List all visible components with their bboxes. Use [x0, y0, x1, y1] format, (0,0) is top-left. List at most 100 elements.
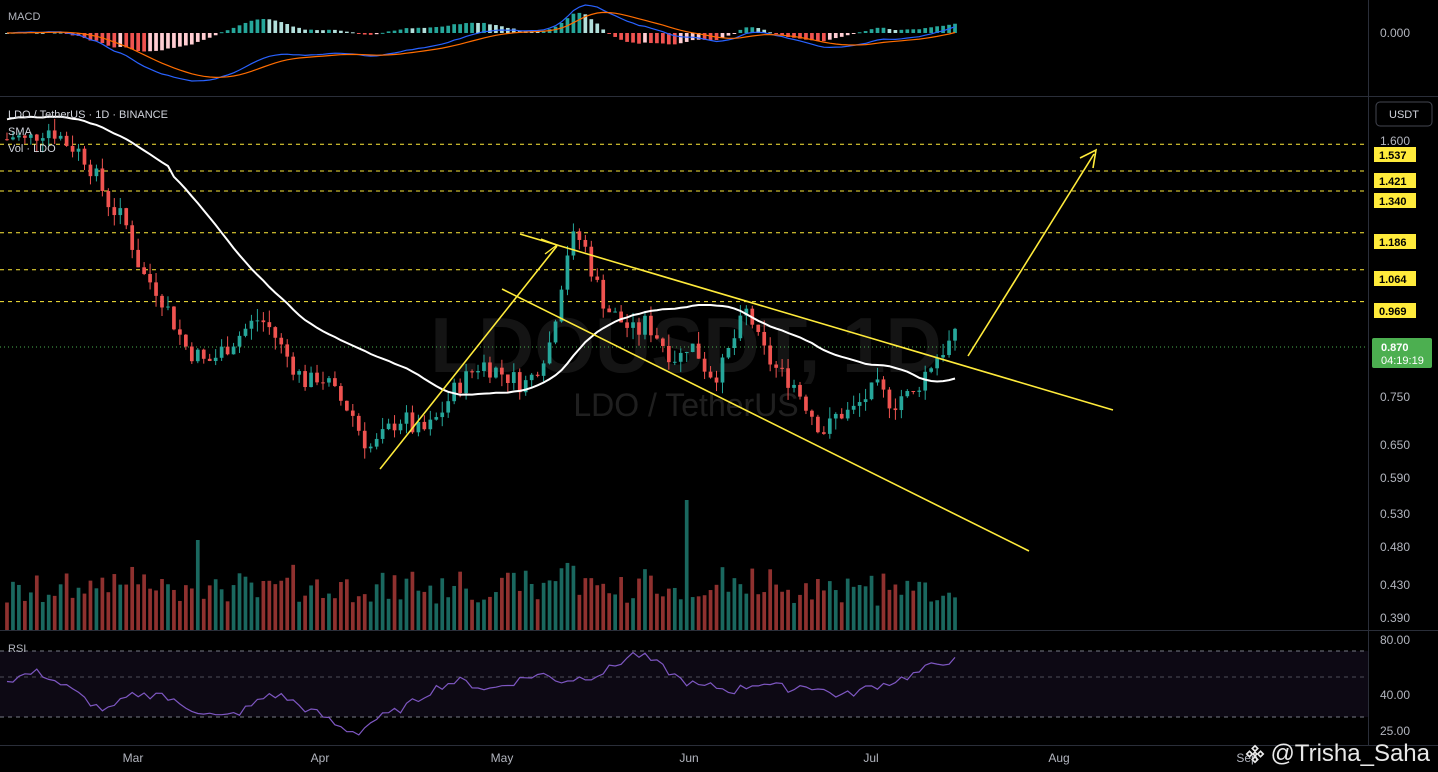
volume-bar [589, 578, 594, 630]
macd-histogram-bar [458, 24, 462, 33]
macd-histogram-bar [267, 19, 272, 33]
volume-bar [774, 584, 778, 630]
volume-bar [804, 583, 808, 630]
candle-body [792, 384, 796, 388]
macd-histogram-bar [613, 33, 618, 37]
volume-bar [833, 590, 838, 630]
candle-body [410, 412, 415, 433]
macd-histogram-bar [291, 26, 296, 33]
channel-lower-trendline[interactable] [501, 288, 1030, 552]
price-pane[interactable]: LDO / TetherUS · 1D · BINANCE SMA Vol · … [0, 101, 1433, 630]
target-arrow-head[interactable] [1079, 148, 1098, 169]
candle-body [559, 289, 564, 322]
volume-bar [750, 568, 755, 630]
rsi-pane[interactable]: RSI 80.00 40.00 25.00 [0, 633, 1410, 738]
trendlines[interactable] [379, 148, 1114, 552]
macd-line [6, 4, 956, 82]
symbol-title[interactable]: LDO / TetherUS · 1D · BINANCE [8, 109, 168, 121]
macd-histogram-bar [213, 33, 218, 36]
volume-bar [23, 600, 27, 630]
volume-bar [529, 583, 534, 630]
currency-button[interactable] [1375, 101, 1433, 127]
macd-histogram-bar [863, 31, 868, 33]
month-tick: May [491, 751, 514, 765]
volume-bar [494, 592, 498, 630]
candle-body [595, 276, 600, 280]
macd-histogram-bar [726, 33, 731, 36]
flagpole-arrow-head[interactable] [540, 238, 559, 255]
sma-legend-label[interactable]: SMA [8, 126, 33, 138]
time-axis[interactable]: Mar Apr May Jun Jul Aug Sep [123, 751, 1258, 765]
macd-histogram-bar [201, 33, 206, 40]
volume-bar [17, 584, 21, 630]
macd-histogram-bar [112, 33, 117, 48]
volume-bar [291, 564, 296, 630]
volume-bar [189, 588, 194, 630]
currency-button-label[interactable]: USDT [1389, 109, 1419, 121]
candle-body [529, 374, 534, 381]
macd-histogram-bar [178, 33, 182, 47]
volume-bar [869, 575, 874, 630]
macd-histogram-bar [58, 32, 63, 34]
volume-bar [339, 582, 343, 630]
candle-body [52, 130, 57, 139]
horizontal-levels [0, 143, 1368, 303]
price-tick: 0.390 [1380, 611, 1410, 625]
candle-body [494, 367, 498, 378]
candle-body [488, 362, 492, 378]
last-price-tag [1372, 338, 1432, 368]
volume-bar [649, 575, 653, 630]
candle-body [780, 367, 784, 369]
candle-body [887, 389, 892, 409]
candle-body [571, 231, 576, 256]
volume-bar [64, 573, 69, 630]
volume-bar [702, 595, 707, 630]
candle-body [929, 368, 934, 372]
volume-bar [458, 571, 462, 630]
candle-body [720, 357, 725, 383]
macd-histogram-bar [374, 33, 379, 35]
candle-body [577, 231, 582, 240]
level-tag-bg [1374, 147, 1416, 162]
macd-histogram-bar [219, 32, 224, 34]
candle-body [273, 327, 278, 338]
candle-body [339, 386, 343, 401]
volume-bar [356, 596, 361, 630]
macd-histogram-bar [392, 30, 397, 33]
macd-histogram-bar [607, 33, 612, 34]
volume-bar [440, 578, 445, 630]
flagpole-trendline[interactable] [379, 245, 558, 470]
volume-bar [255, 597, 260, 630]
candle-body [46, 130, 51, 139]
macd-histogram-bar [470, 22, 474, 33]
candle-body [655, 335, 659, 339]
channel-upper-trendline[interactable] [519, 233, 1114, 411]
target-arrow-line[interactable] [967, 153, 1095, 357]
price-axis[interactable]: 1.600 0.750 0.650 0.590 0.530 0.480 0.43… [1380, 134, 1410, 625]
volume-bar [52, 595, 57, 630]
level-tag-bg [1374, 173, 1416, 188]
candle-body [786, 368, 790, 388]
candle-body [184, 334, 188, 347]
volume-bar [845, 578, 850, 630]
volume-bar [398, 599, 403, 630]
volume-bar [100, 577, 105, 630]
macd-histogram-bar [279, 22, 284, 33]
macd-histogram-bar [619, 33, 623, 40]
macd-histogram-bar [452, 24, 457, 33]
legend[interactable]: LDO / TetherUS · 1D · BINANCE SMA Vol · … [8, 109, 168, 155]
macd-pane[interactable]: MACD 0.000 [5, 4, 1410, 82]
volume-legend-label[interactable]: Vol · LDO [8, 143, 56, 155]
level-tag: 1.186 [1379, 237, 1407, 249]
candle-body [112, 207, 117, 216]
volume-bar [905, 580, 910, 630]
candle-body [464, 371, 468, 394]
candle-body [154, 282, 158, 296]
macd-histogram-bar [839, 33, 844, 37]
volume-bar [488, 596, 492, 630]
volume-bar [684, 500, 689, 630]
volume-bar [446, 597, 451, 630]
candle-body [446, 401, 451, 413]
macd-histogram-bar [446, 25, 451, 33]
